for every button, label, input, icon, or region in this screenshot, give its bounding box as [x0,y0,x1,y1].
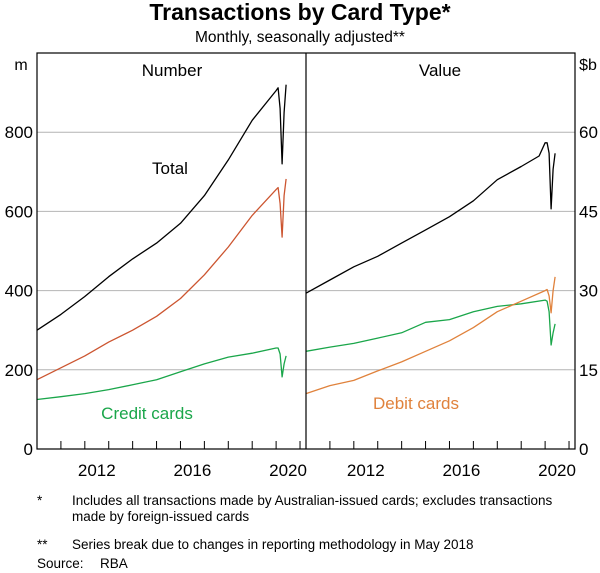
x-tick-label: 2012 [347,461,385,480]
footnote-1-text: Includes all transactions made by Austra… [72,493,553,524]
x-tick-label: 2020 [538,461,576,480]
series-line-credit-cards [305,299,556,352]
chart-subtitle: Monthly, seasonally adjusted** [195,29,405,46]
y-tick-label: 0 [579,440,588,459]
y-tick-label: 600 [5,202,33,221]
y-tick-label: 200 [5,361,33,380]
y-tick-label: 800 [5,123,33,142]
footnote-1-mark: * [37,493,43,508]
y-tick-label: 400 [5,282,33,301]
footnote-2-mark: ** [37,537,48,552]
series-line-debit-cards [305,276,556,395]
label-total: Total [152,159,188,178]
series-line-debit-cards [36,178,287,381]
x-tick-label: 2012 [78,461,116,480]
x-tick-label: 2016 [443,461,481,480]
series-line-total [36,84,287,331]
y-tick-label: 15 [579,361,598,380]
source-label: Source: [37,556,84,571]
panel-title-number: Number [142,61,203,80]
y-tick-label: 45 [579,202,598,221]
x-tick-label: 2016 [174,461,212,480]
label-credit-cards: Credit cards [101,404,193,423]
right-axis-unit: $b [579,57,597,74]
series-line-credit-cards [36,347,287,401]
source-text: RBA [100,556,128,571]
y-tick-label: 30 [579,282,598,301]
panel-title-value: Value [419,61,461,80]
left-axis-unit: m [14,57,27,74]
chart-title: Transactions by Card Type* [149,0,450,25]
label-debit-cards: Debit cards [373,394,459,413]
y-tick-label: 0 [24,440,33,459]
x-tick-label: 2020 [269,461,307,480]
footnote-2-text: Series break due to changes in reporting… [72,537,474,552]
series-line-total [305,142,556,294]
y-tick-label: 60 [579,123,598,142]
chart-svg: Transactions by Card Type* Monthly, seas… [5,0,598,480]
